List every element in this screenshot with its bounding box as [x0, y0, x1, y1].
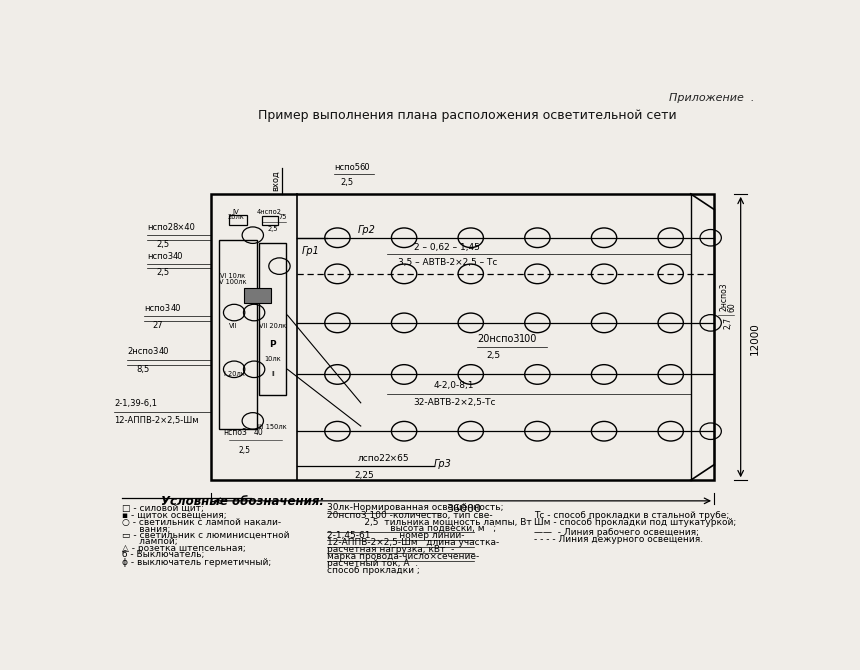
Text: Тс - способ прокладки в стальной трубе;: Тс - способ прокладки в стальной трубе;: [534, 511, 729, 520]
Bar: [260, 243, 286, 395]
Text: 2,5  тильника мощность лампы, Вт .: 2,5 тильника мощность лампы, Вт .: [328, 517, 538, 527]
Text: 2,5: 2,5: [157, 240, 169, 249]
Text: б - Выключатель;: б - Выключатель;: [122, 550, 205, 559]
Text: нспо3: нспо3: [224, 428, 248, 438]
Text: расчетный ток, А  .: расчетный ток, А .: [328, 559, 419, 568]
Text: 2,25: 2,25: [354, 472, 374, 480]
Text: вход: вход: [272, 170, 280, 191]
Text: ○ - светильник с лампой накали-: ○ - светильник с лампой накали-: [122, 519, 281, 527]
Text: □ - силовой щит;: □ - силовой щит;: [122, 503, 204, 513]
Text: 4нспо2: 4нспо2: [256, 208, 281, 214]
Text: 2нспо3: 2нспо3: [127, 348, 159, 356]
Text: способ прокладки ;: способ прокладки ;: [328, 566, 421, 576]
Text: нспо3: нспо3: [148, 252, 174, 261]
Text: 20нспо3: 20нспо3: [477, 334, 520, 344]
Text: 12-АППВ-2×2,5-Шм: 12-АППВ-2×2,5-Шм: [114, 415, 199, 425]
Text: 2-1,39-6,1: 2-1,39-6,1: [114, 399, 157, 408]
Text: 20нспо3 100 -количество, тип све-: 20нспо3 100 -количество, тип све-: [328, 511, 493, 520]
Text: II: II: [271, 371, 274, 377]
Text: 2×65: 2×65: [384, 454, 408, 463]
Text: 2нспо3: 2нспо3: [719, 283, 728, 312]
Text: 32-АВTВ-2×2,5-Тс: 32-АВTВ-2×2,5-Тс: [413, 398, 495, 407]
Text: Р: Р: [269, 340, 275, 349]
Text: расчетная нагрузка, кВт  -: расчетная нагрузка, кВт -: [328, 545, 455, 554]
Text: 40: 40: [172, 252, 182, 261]
Text: 2 – 0,62 – 1,45: 2 – 0,62 – 1,45: [415, 243, 481, 252]
Text: 12-АППВ-2×2,5-Шм   длина участка-: 12-АППВ-2×2,5-Шм длина участка-: [328, 538, 500, 547]
Text: ▪ - щиток освещения;: ▪ - щиток освещения;: [122, 511, 227, 520]
Bar: [262, 216, 278, 225]
Bar: [219, 241, 257, 429]
Text: высота подвески, м   ;: высота подвески, м ;: [328, 524, 496, 533]
Text: 30лк-Нормированная освещённость;: 30лк-Нормированная освещённость;: [328, 503, 504, 513]
Text: Гр1: Гр1: [302, 246, 320, 256]
Text: △ - розетка штепсельная;: △ - розетка штепсельная;: [122, 543, 246, 553]
Text: вания;: вания;: [122, 525, 170, 533]
Text: нспо2: нспо2: [148, 223, 174, 232]
Text: 40: 40: [253, 428, 263, 438]
Text: I 20лк: I 20лк: [224, 371, 244, 377]
Text: марка провода-число×сечение-: марка провода-число×сечение-: [328, 552, 480, 561]
Text: 36000: 36000: [446, 505, 482, 515]
Text: нспо5: нспо5: [334, 163, 360, 172]
Text: лампой;: лампой;: [122, 537, 178, 546]
Text: ▭ - светильник с люминисцентной: ▭ - светильник с люминисцентной: [122, 531, 290, 540]
Text: 60: 60: [728, 303, 736, 312]
Text: 75: 75: [278, 214, 286, 220]
Text: ——  - Линия рабочего освещения;: —— - Линия рабочего освещения;: [534, 528, 699, 537]
Text: 27: 27: [153, 321, 163, 330]
Text: III 150лк: III 150лк: [259, 424, 287, 430]
Text: VII 20лк: VII 20лк: [259, 323, 286, 329]
Text: 10лк: 10лк: [265, 356, 281, 362]
Text: 2,5: 2,5: [157, 268, 169, 277]
Text: 2-1,45-61          номер линии-: 2-1,45-61 номер линии-: [328, 531, 465, 540]
Text: 2,7: 2,7: [723, 317, 733, 329]
Text: 100: 100: [519, 334, 538, 344]
Text: 20лк: 20лк: [227, 214, 244, 220]
Text: Шм - способ прокладки под штукатуркой;: Шм - способ прокладки под штукатуркой;: [534, 518, 736, 527]
Text: Условные обозначения:: Условные обозначения:: [161, 495, 324, 508]
Text: VII: VII: [229, 323, 237, 329]
Text: 60: 60: [359, 163, 370, 172]
Text: ϕ - выключатель герметичный;: ϕ - выключатель герметичный;: [122, 557, 272, 567]
Text: Приложение  .: Приложение .: [668, 93, 754, 103]
Text: Гр3: Гр3: [434, 459, 452, 469]
Text: 4-2,0-8,1: 4-2,0-8,1: [433, 381, 475, 390]
Text: 2,5: 2,5: [486, 350, 501, 360]
Text: 3,5 – АВTВ-2×2,5 – Тс: 3,5 – АВTВ-2×2,5 – Тс: [397, 259, 497, 267]
Text: 8,5: 8,5: [136, 365, 150, 374]
Text: 2,5: 2,5: [238, 446, 250, 455]
Text: 40: 40: [158, 348, 169, 356]
Bar: [244, 288, 271, 304]
Text: IV: IV: [232, 208, 239, 214]
Text: лспо2: лспо2: [358, 454, 385, 463]
Bar: [211, 194, 714, 480]
Text: нспо3: нспо3: [144, 304, 170, 312]
Bar: [229, 214, 248, 225]
Text: 2,5: 2,5: [267, 226, 278, 232]
Text: Гр2: Гр2: [358, 225, 375, 235]
Text: 8×40: 8×40: [173, 223, 196, 232]
Text: 2,5: 2,5: [341, 178, 354, 188]
Text: Пример выполнения плана расположения осветительной сети: Пример выполнения плана расположения осв…: [258, 109, 677, 122]
Text: VI 10лк: VI 10лк: [220, 273, 245, 279]
Text: 12000: 12000: [749, 322, 759, 354]
Text: V 100лк: V 100лк: [219, 279, 247, 285]
Text: - - - - Линия дежурного освещения.: - - - - Линия дежурного освещения.: [534, 535, 703, 544]
Text: 40: 40: [170, 304, 181, 312]
